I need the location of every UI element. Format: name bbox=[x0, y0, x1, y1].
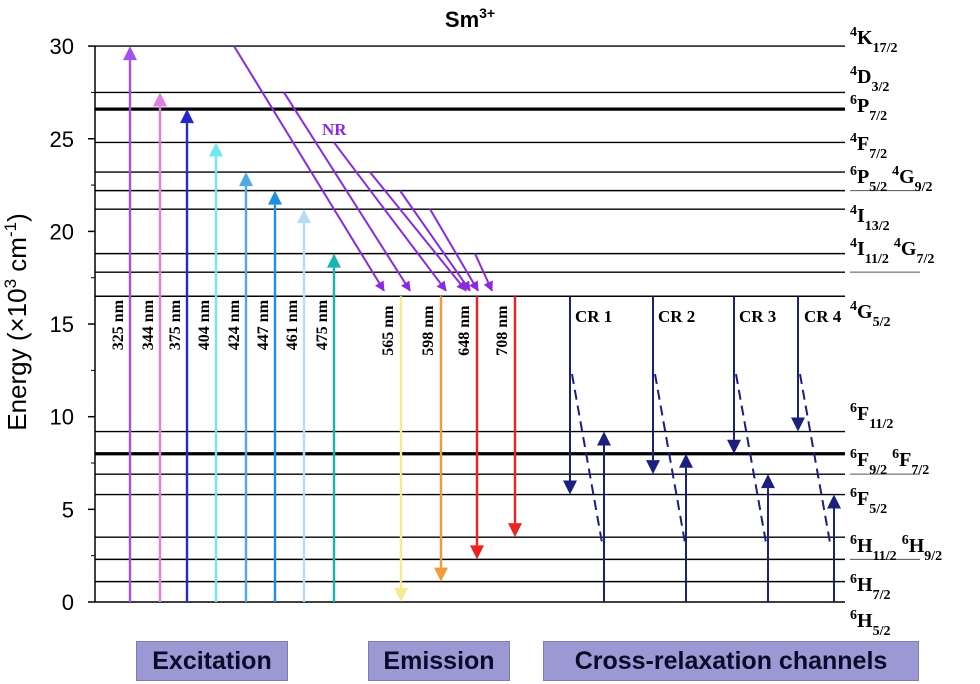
cr-up-arrow-2-head bbox=[679, 453, 693, 468]
cr-dashed-link-4 bbox=[799, 373, 831, 543]
cr-up-arrow-4-head bbox=[827, 494, 841, 509]
emission-arrow-4-head bbox=[508, 523, 522, 538]
nr-arrow-6 bbox=[429, 208, 479, 292]
cr-down-arrow-1-head bbox=[563, 480, 577, 495]
nr-arrow-2 bbox=[283, 91, 411, 292]
nr-arrow-4 bbox=[369, 171, 467, 292]
section-excitation-label: Excitation bbox=[152, 646, 272, 675]
section-excitation: Excitation bbox=[136, 641, 288, 681]
excitation-arrow-8-head bbox=[327, 253, 341, 268]
nonradiative-arrows bbox=[233, 45, 493, 292]
cr-up-arrow-1-head bbox=[597, 431, 611, 446]
energy-levels bbox=[95, 45, 920, 603]
emission-label-3: 648 nm bbox=[456, 305, 473, 356]
emission-arrow-3-head bbox=[470, 545, 484, 560]
level-label-6: 4I13/2 bbox=[850, 203, 890, 234]
cr-dashed-link-3 bbox=[735, 373, 767, 543]
section-emission-label: Emission bbox=[383, 646, 495, 675]
level-label-2: 4D3/2 bbox=[850, 64, 889, 95]
emission-label-1: 565 nm bbox=[380, 305, 397, 356]
diagram-title: Sm3+ bbox=[445, 5, 495, 32]
section-cross-relaxation: Cross-relaxation channels bbox=[543, 641, 919, 681]
cr-label-1: CR 1 bbox=[575, 307, 612, 326]
level-label-9: 6F11/2 bbox=[850, 401, 893, 432]
excitation-arrow-3-head bbox=[180, 109, 194, 124]
level-label-8: 4G5/2 bbox=[850, 299, 890, 330]
cr-label-2: CR 2 bbox=[658, 307, 695, 326]
excitation-label-6: 447 nm bbox=[255, 299, 272, 350]
y-tick-label-0: 0 bbox=[62, 590, 74, 615]
y-axis: 0 5 10 15 20 25 30 bbox=[50, 34, 96, 615]
level-label-14: 6H5/2 bbox=[850, 608, 890, 639]
excitation-label-5: 424 nm bbox=[226, 299, 243, 350]
y-tick-label-10: 10 bbox=[50, 405, 74, 430]
level-label-1: 4K17/2 bbox=[850, 25, 897, 56]
y-tick-label-20: 20 bbox=[50, 219, 74, 244]
cr-dashed-link-1 bbox=[571, 373, 603, 543]
level-label-3: 6P7/2 bbox=[850, 93, 887, 124]
nr-arrow-1 bbox=[233, 45, 385, 292]
level-label-7: 4I11/2 4G7/2 bbox=[850, 236, 934, 267]
cr-up-arrow-3-head bbox=[761, 474, 775, 489]
excitation-arrow-2-head bbox=[153, 92, 167, 107]
emission-label-4: 708 nm bbox=[494, 305, 511, 356]
cr-label-3: CR 3 bbox=[739, 307, 776, 326]
level-label-10: 6F9/2 6F7/2 bbox=[850, 447, 929, 478]
emission-arrow-2-head bbox=[434, 567, 448, 582]
level-label-12: 6H11/2 6H9/2 bbox=[850, 533, 942, 564]
excitation-label-7: 461 nm bbox=[284, 299, 301, 350]
emission-label-2: 598 nm bbox=[420, 305, 437, 356]
cr-dashed-link-2 bbox=[654, 373, 686, 543]
y-tick-label-25: 25 bbox=[50, 127, 74, 152]
level-label-13: 6H7/2 bbox=[850, 572, 890, 603]
transition-arrows: 325 nm 344 nm 375 nm 404 nm 424 nm 447 nm 461 … bbox=[110, 46, 842, 602]
section-emission: Emission bbox=[368, 641, 510, 681]
cr-down-arrow-2-head bbox=[646, 460, 660, 475]
y-tick-label-15: 15 bbox=[50, 312, 74, 337]
excitation-label-2: 344 nm bbox=[140, 299, 157, 350]
y-tick-label-30: 30 bbox=[50, 34, 74, 59]
level-label-11: 6F5/2 bbox=[850, 486, 887, 517]
excitation-label-1: 325 nm bbox=[110, 299, 127, 350]
excitation-arrow-6-head bbox=[268, 190, 282, 205]
excitation-arrow-5-head bbox=[239, 172, 253, 187]
excitation-arrow-7-head bbox=[297, 209, 311, 224]
nr-arrow-7 bbox=[474, 253, 493, 292]
y-tick-label-5: 5 bbox=[62, 497, 74, 522]
emission-arrow-1-head bbox=[394, 588, 408, 602]
y-axis-label: Energy (×103 cm-1) bbox=[1, 213, 32, 431]
level-label-4: 4F7/2 bbox=[850, 131, 887, 162]
nr-arrow-3 bbox=[333, 141, 447, 292]
nr-label: NR bbox=[322, 120, 347, 139]
excitation-label-4: 404 nm bbox=[196, 299, 213, 350]
nr-arrow-5 bbox=[399, 190, 471, 292]
cr-down-arrow-3-head bbox=[727, 439, 741, 454]
cr-label-4: CR 4 bbox=[804, 307, 842, 326]
excitation-label-3: 375 nm bbox=[167, 299, 184, 350]
level-label-5: 6P5/2 4G9/2 bbox=[850, 164, 933, 195]
section-cross-relaxation-label: Cross-relaxation channels bbox=[574, 646, 888, 675]
cr-down-arrow-4-head bbox=[791, 417, 805, 432]
excitation-arrow-1-head bbox=[123, 46, 137, 61]
excitation-label-8: 475 nm bbox=[314, 299, 331, 350]
excitation-arrow-4-head bbox=[209, 142, 223, 157]
